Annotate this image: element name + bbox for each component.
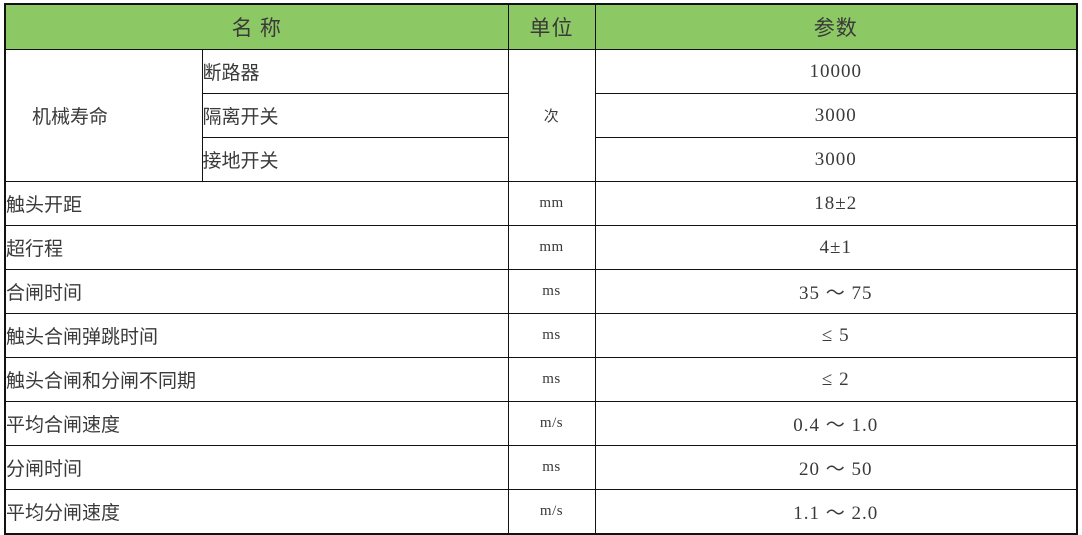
row-unit: m/s	[507, 489, 596, 535]
row-group-unit: 次	[507, 49, 596, 182]
row-parameter: 3000	[594, 137, 1078, 182]
column-header-parameter: 参数	[594, 3, 1078, 50]
row-label: 触头合闸和分闸不同期	[4, 357, 509, 402]
table-row: 触头合闸弹跳时间 ms ≤ 5	[4, 313, 1078, 358]
table-row: 合闸时间 ms 35 ～ 75	[4, 269, 1078, 314]
row-parameter: 35 ～ 75	[594, 269, 1078, 314]
row-parameter: 1.1 ～ 2.0	[594, 489, 1078, 535]
row-parameter: 18±2	[594, 181, 1078, 226]
table-row: 平均分闸速度 m/s 1.1 ～ 2.0	[4, 489, 1078, 535]
row-label: 平均分闸速度	[4, 489, 509, 535]
row-label: 平均合闸速度	[4, 401, 509, 446]
table-header: 名 称 单位 参数	[4, 3, 1078, 50]
row-unit: ms	[507, 269, 596, 314]
row-label: 分闸时间	[4, 445, 509, 490]
row-unit: ms	[507, 313, 596, 358]
row-parameter: ≤ 5	[594, 313, 1078, 358]
table-row: 平均合闸速度 m/s 0.4 ～ 1.0	[4, 401, 1078, 446]
table-row: 触头开距 mm 18±2	[4, 181, 1078, 226]
table-header-row: 名 称 单位 参数	[4, 3, 1078, 50]
row-label: 触头合闸弹跳时间	[4, 313, 509, 358]
row-parameter: ≤ 2	[594, 357, 1078, 402]
row-parameter: 4±1	[594, 225, 1078, 270]
row-unit: m/s	[507, 401, 596, 446]
row-parameter: 10000	[594, 49, 1078, 94]
specification-table: 名 称 单位 参数 机械寿命 断路器 次 10000 隔离开关 3000 接地开…	[4, 3, 1078, 535]
column-header-unit: 单位	[507, 3, 596, 50]
row-label: 超行程	[4, 225, 509, 270]
table-row: 分闸时间 ms 20 ～ 50	[4, 445, 1078, 490]
table-row: 隔离开关 3000	[5, 93, 1078, 138]
row-parameter: 0.4 ～ 1.0	[594, 401, 1078, 446]
specification-table-container: 名 称 单位 参数 机械寿命 断路器 次 10000 隔离开关 3000 接地开…	[4, 3, 1078, 535]
row-unit: mm	[507, 181, 596, 226]
row-sub-label: 隔离开关	[201, 93, 509, 138]
row-unit: mm	[507, 225, 596, 270]
row-label: 合闸时间	[4, 269, 509, 314]
row-parameter: 3000	[594, 93, 1078, 138]
row-parameter: 20 ～ 50	[594, 445, 1078, 490]
row-label: 触头开距	[4, 181, 509, 226]
table-row: 接地开关 3000	[5, 137, 1078, 182]
row-sub-label: 断路器	[201, 49, 509, 94]
table-row: 触头合闸和分闸不同期 ms ≤ 2	[4, 357, 1078, 402]
row-unit: ms	[507, 357, 596, 402]
table-body: 机械寿命 断路器 次 10000 隔离开关 3000 接地开关 3000 触头开…	[4, 49, 1078, 535]
row-unit: ms	[507, 445, 596, 490]
row-group-label-mechanical-life: 机械寿命	[4, 49, 203, 182]
column-header-name: 名 称	[4, 3, 509, 50]
row-sub-label: 接地开关	[201, 137, 509, 182]
table-row: 机械寿命 断路器 次 10000	[4, 49, 1078, 182]
table-row: 超行程 mm 4±1	[4, 225, 1078, 270]
